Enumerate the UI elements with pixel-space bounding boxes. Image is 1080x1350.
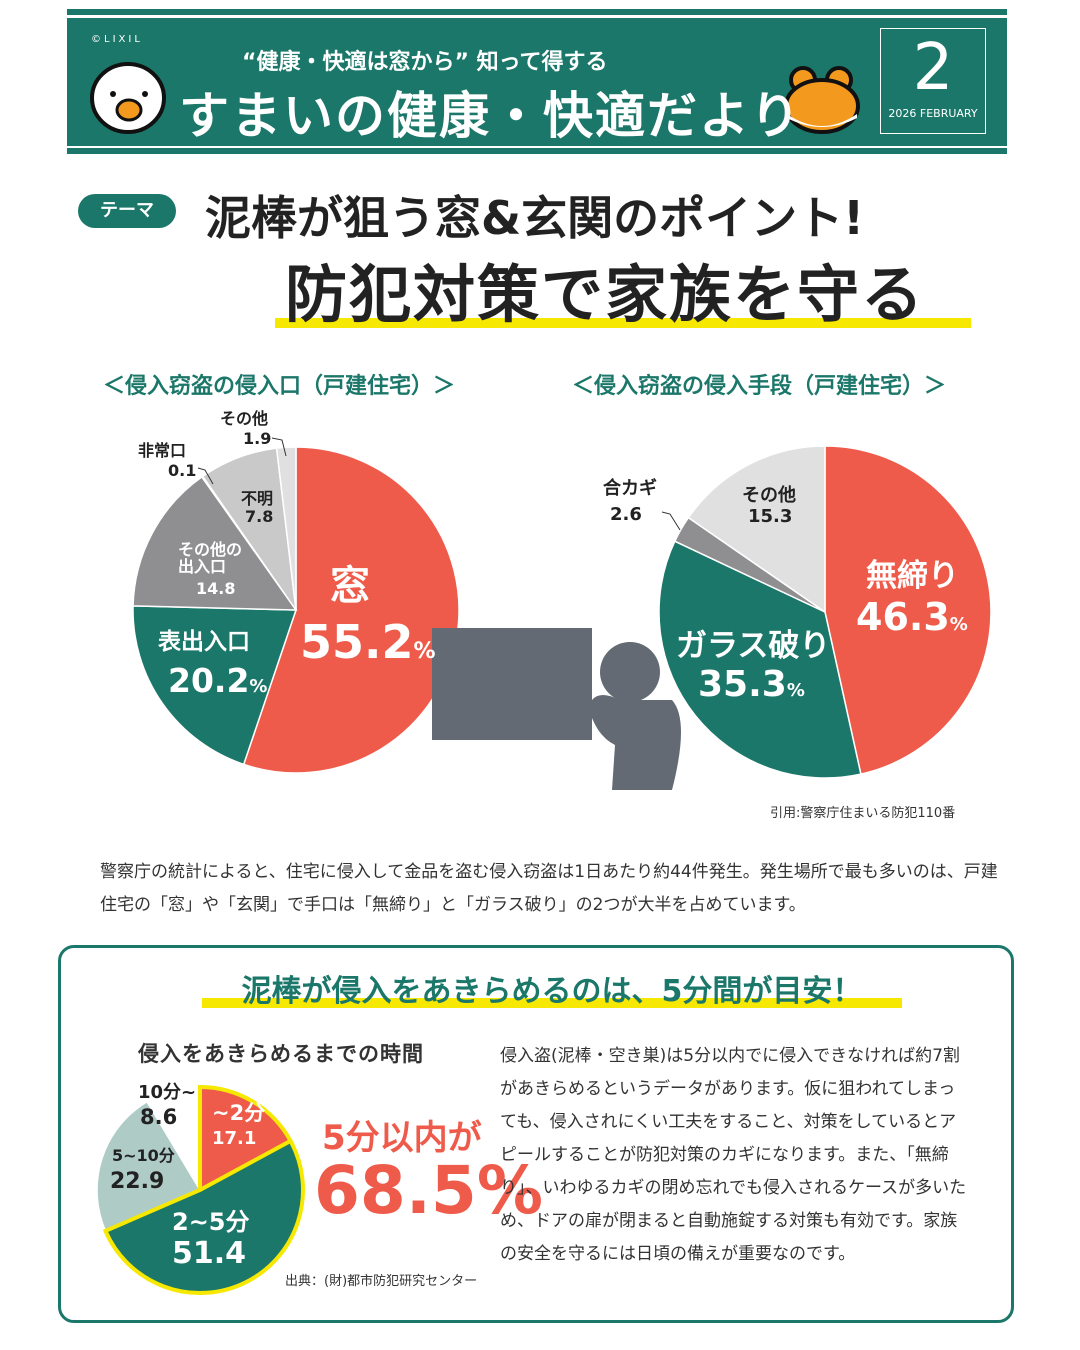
burglar-silhouette-icon: [432, 628, 681, 790]
highlight-value: 68.5%: [314, 1152, 543, 1229]
copyright: ©LIXIL: [91, 34, 143, 45]
label-front: 表出入口: [158, 629, 250, 655]
pie-chart-entry-points: [132, 446, 460, 774]
value-2min: 17.1: [212, 1128, 257, 1149]
label-other2: その他: [742, 485, 796, 506]
label-5to10: 5~10分: [112, 1146, 175, 1165]
issue-box: 2 2026 FEBRUARY: [880, 28, 986, 134]
header-bottom-rule: [67, 148, 1007, 154]
value-front: 20.2%: [168, 661, 268, 700]
pct: %: [949, 614, 968, 635]
label-window: 窓: [330, 563, 370, 609]
leader-key: [661, 511, 681, 531]
box-source: 出典：(財)都市防犯研究センター: [285, 1274, 478, 1289]
pie-slice: [275, 446, 297, 611]
value-unlocked-num: 46.3: [856, 595, 950, 639]
highlight-label: 5分以内が: [322, 1118, 482, 1158]
value-front-num: 20.2: [168, 661, 250, 700]
frog-mascot-icon: [784, 66, 860, 134]
pie-chart-give-up-time: [96, 1084, 305, 1295]
pie-slice: [96, 1100, 202, 1232]
value-window-num: 55.2: [300, 615, 414, 669]
label-key: 合カギ: [603, 478, 657, 499]
value-glass: 35.3%: [698, 666, 805, 704]
label-2to5: 2~5分: [172, 1208, 250, 1236]
value-glass-num: 35.3: [698, 664, 787, 705]
theme-badge: テーマ: [78, 194, 176, 228]
leader-other: [271, 437, 287, 457]
value-10min: 8.6: [140, 1105, 178, 1129]
value-unknown: 7.8: [245, 507, 274, 526]
intro-paragraph: 警察庁の統計によると、住宅に侵入して金品を盗む侵入窃盗は1日あたり約44件発生。…: [100, 862, 998, 915]
value-other-door: 14.8: [196, 579, 236, 598]
mascot-icons: [90, 62, 860, 134]
header-top-rule: [67, 9, 1007, 15]
headline: 泥棒が狙う窓&玄関のポイント!: [205, 191, 865, 245]
value-5to10: 22.9: [110, 1169, 165, 1194]
pie-slice: [658, 540, 862, 779]
label-2min: ~2分: [212, 1101, 266, 1125]
pie-slice: [132, 475, 298, 611]
pct: %: [249, 676, 268, 697]
label-other-door: その他の 出入口: [178, 540, 243, 576]
subheadline-wrap: 防犯対策で家族を守る: [275, 244, 971, 331]
pie-slice: [198, 1084, 294, 1194]
value-unlocked: 46.3%: [856, 595, 968, 639]
value-other: 1.9: [243, 429, 272, 448]
pie-slice: [687, 445, 826, 614]
label-unknown: 不明: [241, 489, 274, 508]
chart2-title: ＜侵入窃盗の侵入手段（戸建住宅）＞: [572, 374, 947, 399]
pie-slice: [102, 1138, 305, 1295]
tagline: “健康・快適は窓から” 知って得する: [242, 50, 608, 75]
pie-slice: [824, 445, 992, 775]
label-other: その他: [220, 409, 269, 428]
label-10min: 10分~: [138, 1082, 197, 1103]
chart3-title: 侵入をあきらめるまでの時間: [138, 1042, 424, 1066]
pct: %: [413, 639, 436, 664]
bird-mascot-icon: [90, 62, 166, 134]
pie-chart-methods: [658, 445, 992, 779]
chart1-title: ＜侵入窃盗の侵入口（戸建住宅）＞: [103, 374, 456, 399]
label-glass: ガラス破り: [676, 628, 831, 664]
leader-emergency: [197, 467, 214, 485]
box-title: 泥棒が侵入をあきらめるのは、5分間が目安！: [202, 966, 902, 1009]
info-box: [58, 945, 1014, 1323]
pie-slice: [132, 605, 298, 766]
issue-date: 2026 FEBRUARY: [888, 107, 978, 120]
source-citation: 引用:警察庁住まいる防犯110番: [770, 806, 956, 821]
subheadline: 防犯対策で家族を守る: [285, 258, 926, 331]
box-paragraph: 侵入盗(泥棒・空き巣)は5分以内でに侵入できなければ約7割があきらめるというデー…: [500, 1046, 967, 1264]
value-other2: 15.3: [748, 506, 793, 527]
value-2to5: 51.4: [172, 1236, 247, 1271]
value-emergency: 0.1: [168, 461, 197, 480]
label-emergency: 非常口: [138, 441, 187, 460]
pct: %: [786, 680, 805, 701]
issue-number: 2: [912, 31, 954, 105]
masthead-title: すまいの健康・快適だより: [179, 87, 802, 145]
masthead: ©LIXIL “健康・快適は窓から” 知って得する すまいの健康・快適だより 2…: [67, 18, 1007, 146]
value-window: 55.2%: [300, 618, 436, 666]
label-unlocked: 無締り: [866, 558, 959, 594]
value-key: 2.6: [610, 504, 642, 525]
